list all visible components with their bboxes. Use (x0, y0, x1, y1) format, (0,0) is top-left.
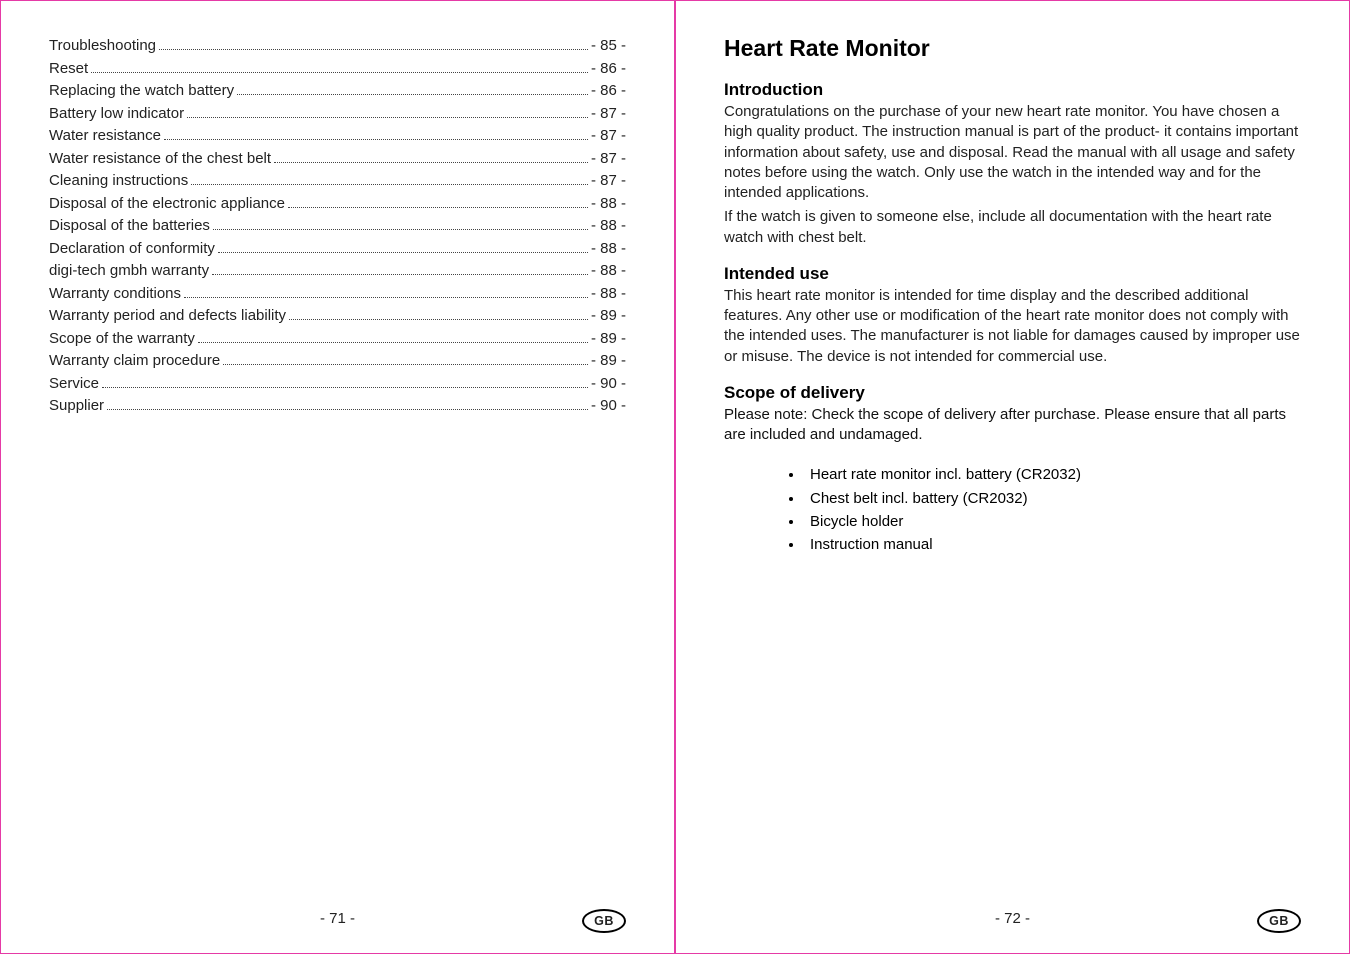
bullet-list: Heart rate monitor incl. battery (CR2032… (784, 463, 1301, 556)
toc-row: Water resistance of the chest belt - 87 - (49, 148, 626, 171)
toc-page: - 88 - (591, 283, 626, 306)
toc-dots (91, 59, 588, 73)
toc-row: Warranty conditions - 88 - (49, 283, 626, 306)
list-item: Instruction manual (804, 533, 1301, 556)
list-item: Chest belt incl. battery (CR2032) (804, 487, 1301, 510)
toc-row: Reset - 86 - (49, 58, 626, 81)
toc-row: Declaration of conformity - 88 - (49, 238, 626, 261)
toc-dots (289, 307, 588, 321)
toc-page: - 88 - (591, 193, 626, 216)
toc-label: Cleaning instructions (49, 170, 188, 193)
toc-row: Disposal of the electronic appliance - 88… (49, 193, 626, 216)
toc-dots (102, 374, 588, 388)
toc-dots (107, 397, 588, 411)
toc-label: Scope of the warranty (49, 328, 195, 351)
toc-label: Warranty conditions (49, 283, 181, 306)
toc-page: - 90 - (591, 395, 626, 418)
toc-page: - 89 - (591, 328, 626, 351)
toc-label: Warranty claim procedure (49, 350, 220, 373)
toc-page: - 87 - (591, 148, 626, 171)
gb-badge-icon: GB (582, 909, 626, 933)
page-number: - 71 - (320, 910, 355, 927)
toc-row: digi-tech gmbh warranty - 88 - (49, 260, 626, 283)
toc-page: - 85 - (591, 35, 626, 58)
toc-page: - 90 - (591, 373, 626, 396)
right-footer: - 72 - GB (724, 903, 1301, 933)
toc-page: - 86 - (591, 58, 626, 81)
toc-row: Warranty period and defects liability - 8… (49, 305, 626, 328)
toc-row: Water resistance - 87 - (49, 125, 626, 148)
toc-row: Cleaning instructions - 87 - (49, 170, 626, 193)
note-text: Please note: Check the scope of delivery… (724, 405, 1301, 446)
toc-row: Scope of the warranty - 89 - (49, 328, 626, 351)
toc-page: - 88 - (591, 215, 626, 238)
toc-dots (213, 217, 588, 231)
toc-label: Service (49, 373, 99, 396)
right-content: Heart Rate Monitor Introduction Congratu… (724, 35, 1301, 903)
toc-dots (212, 262, 588, 276)
toc-dots (218, 239, 588, 253)
toc-label: Declaration of conformity (49, 238, 215, 261)
toc-row: Warranty claim procedure - 89 - (49, 350, 626, 373)
toc-dots (159, 37, 588, 51)
toc-label: Reset (49, 58, 88, 81)
toc-dots (187, 104, 588, 118)
toc-page: - 87 - (591, 170, 626, 193)
toc-label: Troubleshooting (49, 35, 156, 58)
list-item: Bicycle holder (804, 510, 1301, 533)
list-item: Heart rate monitor incl. battery (CR2032… (804, 463, 1301, 486)
page-right: Heart Rate Monitor Introduction Congratu… (675, 0, 1350, 954)
toc-page: - 87 - (591, 125, 626, 148)
toc-label: Water resistance of the chest belt (49, 148, 271, 171)
toc-row: Disposal of the batteries - 88 - (49, 215, 626, 238)
toc-page: - 89 - (591, 305, 626, 328)
toc-dots (274, 149, 588, 163)
toc-label: Disposal of the batteries (49, 215, 210, 238)
toc-dots (237, 82, 588, 96)
toc-label: Disposal of the electronic appliance (49, 193, 285, 216)
gb-badge-icon: GB (1257, 909, 1301, 933)
toc-dots (164, 127, 588, 141)
toc-page: - 87 - (591, 103, 626, 126)
left-footer: - 71 - GB (49, 903, 626, 933)
toc: Troubleshooting- 85 -Reset- 86 -Replacin… (49, 35, 626, 418)
toc-label: Battery low indicator (49, 103, 184, 126)
toc-label: digi-tech gmbh warranty (49, 260, 209, 283)
toc-row: Battery low indicator - 87 - (49, 103, 626, 126)
toc-page: - 89 - (591, 350, 626, 373)
toc-label: Water resistance (49, 125, 161, 148)
toc-row: Troubleshooting - 85 - (49, 35, 626, 58)
body-text: Congratulations on the purchase of your … (724, 102, 1301, 203)
toc-page: - 88 - (591, 238, 626, 261)
toc-label: Warranty period and defects liability (49, 305, 286, 328)
toc-row: Service - 90 - (49, 373, 626, 396)
page-number: - 72 - (995, 910, 1030, 927)
body-text: If the watch is given to someone else, i… (724, 207, 1301, 248)
toc-page: - 86 - (591, 80, 626, 103)
toc-dots (223, 352, 588, 366)
toc-row: Replacing the watch battery - 86 - (49, 80, 626, 103)
toc-row: Supplier - 90 - (49, 395, 626, 418)
body-text: This heart rate monitor is intended for … (724, 286, 1301, 367)
toc-dots (191, 172, 588, 186)
section-heading-introduction: Introduction (724, 80, 1301, 100)
section-heading-intended-use: Intended use (724, 264, 1301, 284)
page-left: Troubleshooting- 85 -Reset- 86 -Replacin… (0, 0, 675, 954)
toc-page: - 88 - (591, 260, 626, 283)
toc-dots (198, 329, 588, 343)
toc-label: Supplier (49, 395, 104, 418)
toc-dots (184, 284, 588, 298)
toc-dots (288, 194, 588, 208)
toc-label: Replacing the watch battery (49, 80, 234, 103)
left-content: Troubleshooting- 85 -Reset- 86 -Replacin… (49, 35, 626, 903)
section-heading-scope: Scope of delivery (724, 383, 1301, 403)
page-title: Heart Rate Monitor (724, 35, 1301, 62)
